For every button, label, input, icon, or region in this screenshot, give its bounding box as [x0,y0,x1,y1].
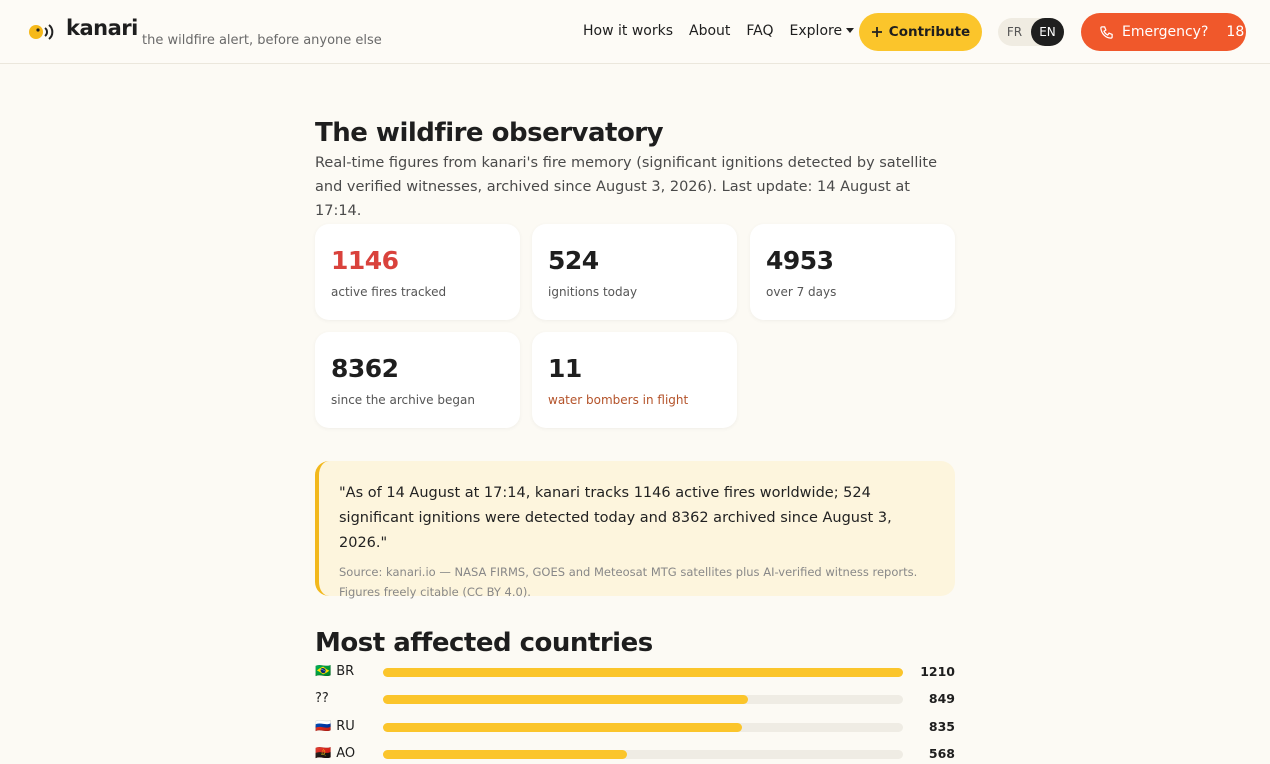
stat-value: 8362 [331,354,399,383]
flag: 🇷🇺 [315,718,332,734]
page-title: The wildfire observatory [315,118,664,148]
stat-label: since the archive began [331,393,475,407]
country-value: 568 [928,745,955,761]
country-label: 🇷🇺 RU [315,719,355,734]
stat-card: 8362 since the archive began [315,332,520,428]
bar-track [383,722,903,732]
bar [383,749,628,759]
stat-value: 4953 [766,246,834,275]
stat-value: 11 [548,354,582,383]
stat-card: 1146 active fires tracked [315,224,520,320]
stat-label: water bombers in flight [548,393,689,407]
nav-link[interactable]: About [689,23,731,39]
country-row: 🇷🇺 RU 835 [315,717,955,737]
plus-icon [871,27,882,37]
quote-text: "As of 14 August at 17:14, kanari tracks… [339,485,892,551]
country-label: ?? [315,691,329,706]
language-switch: FR EN [998,18,1064,46]
caret [846,28,855,37]
bar [383,722,742,732]
stat-label: over 7 days [766,285,837,299]
country-label: 🇦🇴 AO [315,746,355,761]
lang-option[interactable]: EN [1031,18,1064,46]
bar-track [383,695,903,705]
country-code: AO [336,745,356,761]
nav: How it works About FAQ Explore [583,23,855,39]
contribute-label: Contribute [888,24,971,40]
intro: Real-time figures from kanari's fire mem… [315,155,937,219]
tagline: the wildfire alert, before anyone else [142,33,382,48]
nav-dropdown[interactable]: Explore [790,23,855,39]
stat-label: ignitions today [548,285,638,299]
country-row: 🇧🇷 BR 1210 [315,662,955,682]
country-code: RU [336,718,355,734]
phone-icon [1100,25,1113,39]
flag: 🇧🇷 [315,664,332,679]
nav-link[interactable]: How it works [583,23,673,39]
bar [383,695,748,705]
emergency-number: 18 [1226,24,1245,40]
country-code: ?? [315,691,329,707]
bar [383,668,903,677]
nav-link[interactable]: FAQ [746,23,774,39]
stat-card: 11 water bombers in flight [532,332,737,428]
lang-option[interactable]: FR [1006,25,1023,39]
emergency-button[interactable]: Emergency? 18 [1081,13,1246,51]
nav-link: Explore [789,23,843,39]
stat-value: 524 [548,246,599,275]
contribute-button[interactable]: Contribute [859,13,982,51]
section-title: Most affected countries [315,628,653,658]
bar-track [383,749,903,759]
bar-track [383,668,903,677]
emergency-label: Emergency? [1122,24,1209,40]
flag: 🇦🇴 [315,745,332,761]
stat-value: 1146 [331,246,399,275]
country-row: 🇦🇴 AO 568 [315,744,955,764]
country-row: ?? 849 [315,689,955,709]
logo-icon [29,24,54,40]
country-value: 835 [928,718,955,734]
country-label: 🇧🇷 BR [315,664,354,679]
brand[interactable]: kanari [66,16,138,40]
country-code: BR [336,664,355,679]
country-value: 849 [928,691,955,707]
stat-label: active fires tracked [331,285,447,299]
stat-card: 4953 over 7 days [750,224,955,320]
country-value: 1210 [920,664,955,679]
header: kanari the wildfire alert, before anyone… [0,0,1270,64]
quote-box: "As of 14 August at 17:14, kanari tracks… [315,461,955,599]
quote-source: Source: kanari.io — NASA FIRMS, GOES and… [339,565,918,599]
stat-card: 524 ignitions today [532,224,737,320]
